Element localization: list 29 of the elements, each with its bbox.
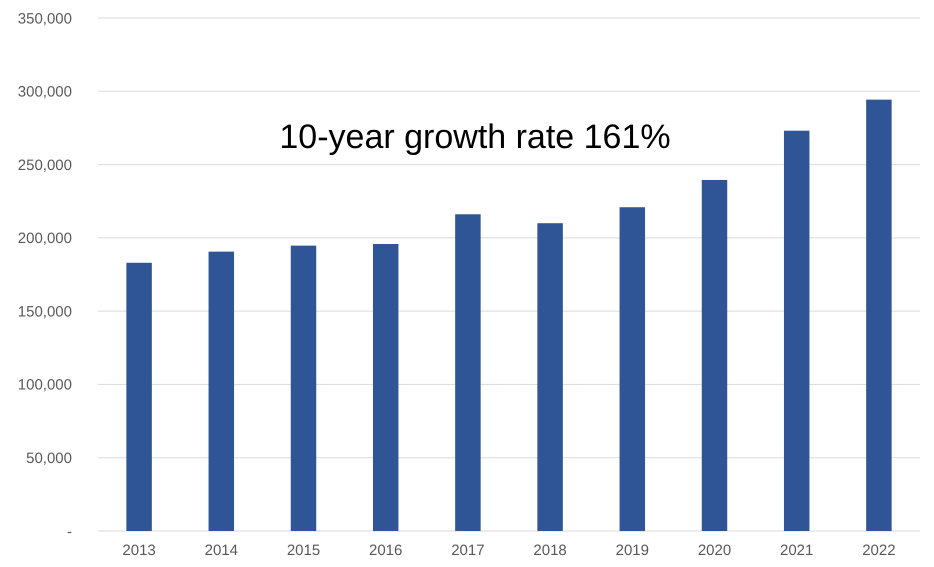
bar <box>455 214 481 531</box>
x-tick-label: 2016 <box>369 542 402 559</box>
y-tick-label: - <box>67 523 72 540</box>
bar <box>372 244 398 531</box>
y-tick-label: 50,000 <box>26 450 72 467</box>
bar <box>208 252 234 531</box>
x-tick-label: 2013 <box>122 542 156 559</box>
x-tick-label: 2020 <box>698 542 732 559</box>
bar <box>126 262 152 531</box>
x-tick-label: 2017 <box>451 542 485 559</box>
bar <box>866 100 892 531</box>
y-tick-label: 200,000 <box>18 230 72 248</box>
x-tick-label: 2014 <box>204 542 238 559</box>
x-tick-label: 2015 <box>286 542 320 559</box>
x-tick-label: 2018 <box>533 542 567 559</box>
bar <box>620 207 646 531</box>
x-tick-label: 2019 <box>616 542 649 559</box>
annotation: 10-year growth rate 161% <box>279 118 671 156</box>
y-tick-label: 150,000 <box>18 303 72 320</box>
bar <box>290 246 316 531</box>
bar <box>784 130 810 531</box>
x-tick-label: 2022 <box>862 542 896 559</box>
y-tick-label: 350,000 <box>18 10 72 28</box>
bar <box>537 223 563 531</box>
bar <box>702 180 728 531</box>
y-tick-label: 100,000 <box>18 376 72 394</box>
x-tick-label: 2021 <box>780 542 814 559</box>
y-tick-label: 300,000 <box>18 84 72 101</box>
y-tick-label: 250,000 <box>18 156 72 174</box>
